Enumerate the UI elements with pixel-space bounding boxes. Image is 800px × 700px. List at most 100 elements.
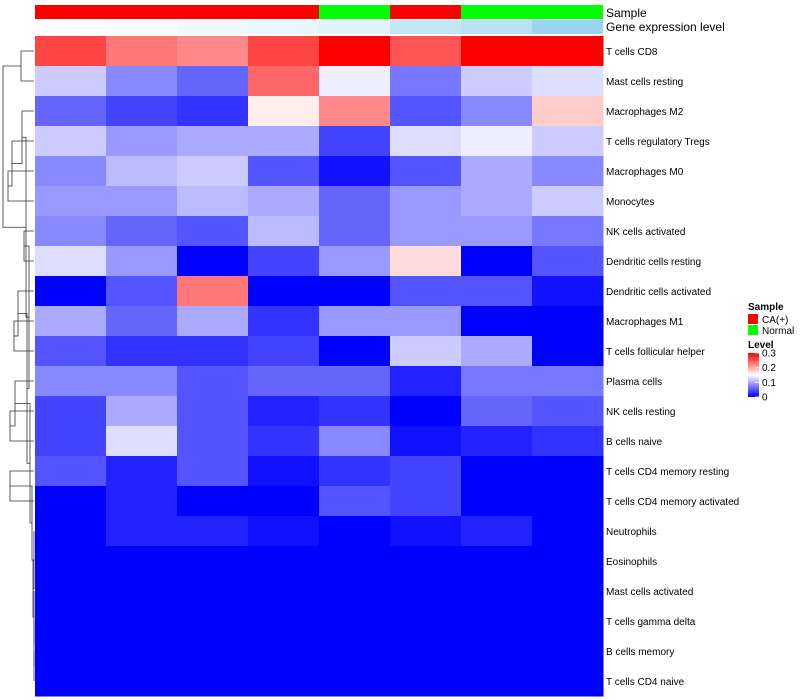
heatmap-cell xyxy=(319,96,391,127)
gene-annotation-cell xyxy=(35,20,106,34)
row-label: Mast cells activated xyxy=(606,587,693,598)
sample-annotation-cell xyxy=(532,5,603,19)
heatmap-cell xyxy=(532,666,604,697)
heatmap-cell xyxy=(177,456,249,487)
heatmap-cell xyxy=(248,666,320,697)
heatmap-cell xyxy=(461,246,533,277)
sample-annotation-cell xyxy=(248,5,319,19)
heatmap-cell xyxy=(177,306,249,337)
heatmap-cell xyxy=(35,456,107,487)
sample-legend-label: Normal xyxy=(762,326,794,337)
heatmap-cell xyxy=(532,246,604,277)
heatmap-cell xyxy=(319,486,391,517)
heatmap-cell xyxy=(532,516,604,547)
heatmap-cell xyxy=(319,366,391,397)
heatmap-cell xyxy=(532,396,604,427)
heatmap-cell xyxy=(106,66,178,97)
heatmap-cell xyxy=(35,636,107,667)
row-label: Macrophages M2 xyxy=(606,107,684,118)
row-label: T cells regulatory Tregs xyxy=(606,137,710,148)
level-legend: Level 0.3 0.2 0.1 0 xyxy=(748,340,776,404)
heatmap-cell xyxy=(35,66,107,97)
heatmap-cell xyxy=(390,186,462,217)
heatmap-cell xyxy=(106,186,178,217)
heatmap-cell xyxy=(106,606,178,637)
heatmap-cell xyxy=(177,276,249,307)
heatmap-cell xyxy=(248,516,320,547)
heatmap-cell xyxy=(106,96,178,127)
heatmap-cell xyxy=(248,246,320,277)
heatmap-cell xyxy=(319,426,391,457)
heatmap-cell xyxy=(106,516,178,547)
heatmap-cell xyxy=(461,276,533,307)
heatmap-cell xyxy=(461,186,533,217)
heatmap-cell xyxy=(390,96,462,127)
row-label: NK cells resting xyxy=(606,407,675,418)
heatmap-cell xyxy=(35,486,107,517)
heatmap-cell xyxy=(532,576,604,607)
heatmap-cell xyxy=(319,336,391,367)
gene-annotation-cell xyxy=(461,20,532,34)
heatmap-cell xyxy=(248,66,320,97)
heatmap-cell xyxy=(248,486,320,517)
row-label: T cells CD4 memory activated xyxy=(606,497,739,508)
heatmap-cell xyxy=(532,366,604,397)
row-label: T cells CD4 memory resting xyxy=(606,467,729,478)
heatmap-cell xyxy=(319,216,391,247)
row-label: T cells gamma delta xyxy=(606,617,696,628)
heatmap-cell xyxy=(35,276,107,307)
sample-annotation-title: Sample xyxy=(606,6,647,20)
heatmap-cell xyxy=(177,606,249,637)
heatmap-cell xyxy=(390,216,462,247)
row-label: Neutrophils xyxy=(606,527,657,538)
heatmap-cell xyxy=(319,306,391,337)
level-colorbar xyxy=(748,353,759,397)
dendrogram-branch xyxy=(33,531,35,590)
level-tick-label: 0 xyxy=(762,393,768,404)
heatmap-cell xyxy=(35,126,107,157)
dendrogram-branch xyxy=(20,50,34,82)
heatmap-cell xyxy=(106,306,178,337)
heatmap-cell xyxy=(390,426,462,457)
gene-annotation-cell xyxy=(106,20,177,34)
row-label: Monocytes xyxy=(606,197,654,208)
heatmap-cell xyxy=(106,216,178,247)
heatmap-cell xyxy=(461,546,533,577)
heatmap-cell xyxy=(248,606,320,637)
heatmap-cell xyxy=(35,186,107,217)
heatmap-cell xyxy=(35,396,107,427)
heatmap-cell xyxy=(461,576,533,607)
heatmap-cell xyxy=(390,456,462,487)
heatmap-cell xyxy=(106,156,178,187)
row-label: Eosinophils xyxy=(606,557,657,568)
heatmap-cell xyxy=(461,336,533,367)
heatmap-cell xyxy=(177,516,249,547)
heatmap-cell xyxy=(106,336,178,367)
heatmap-cell xyxy=(461,36,533,67)
sample-annotation-cell xyxy=(106,5,177,19)
heatmap-cell xyxy=(248,156,320,187)
heatmap-cell xyxy=(106,666,178,697)
heatmap-cell xyxy=(177,126,249,157)
heatmap-cell xyxy=(461,96,533,127)
row-label: T cells CD8 xyxy=(606,47,658,58)
heatmap-cell xyxy=(35,336,107,367)
heatmap-cell xyxy=(390,396,462,427)
heatmap-cell xyxy=(177,96,249,127)
heatmap-cell xyxy=(106,546,178,577)
sample-legend: Sample CA(+)Normal xyxy=(748,302,794,337)
heatmap-cell xyxy=(248,546,320,577)
heatmap-cell xyxy=(532,636,604,667)
heatmap-cell xyxy=(461,666,533,697)
heatmap-cell xyxy=(248,576,320,607)
heatmap-cell xyxy=(461,456,533,487)
sample-annotation-cell xyxy=(319,5,390,19)
heatmap-cell xyxy=(35,306,107,337)
heatmap-cell xyxy=(461,366,533,397)
heatmap-cell xyxy=(461,636,533,667)
heatmap-cell xyxy=(319,546,391,577)
heatmap-cell xyxy=(532,186,604,217)
row-label: Mast cells resting xyxy=(606,77,683,88)
gene-annotation-cell xyxy=(390,20,461,34)
row-labels: T cells CD8 Mast cells resting Macrophages… xyxy=(606,47,739,688)
